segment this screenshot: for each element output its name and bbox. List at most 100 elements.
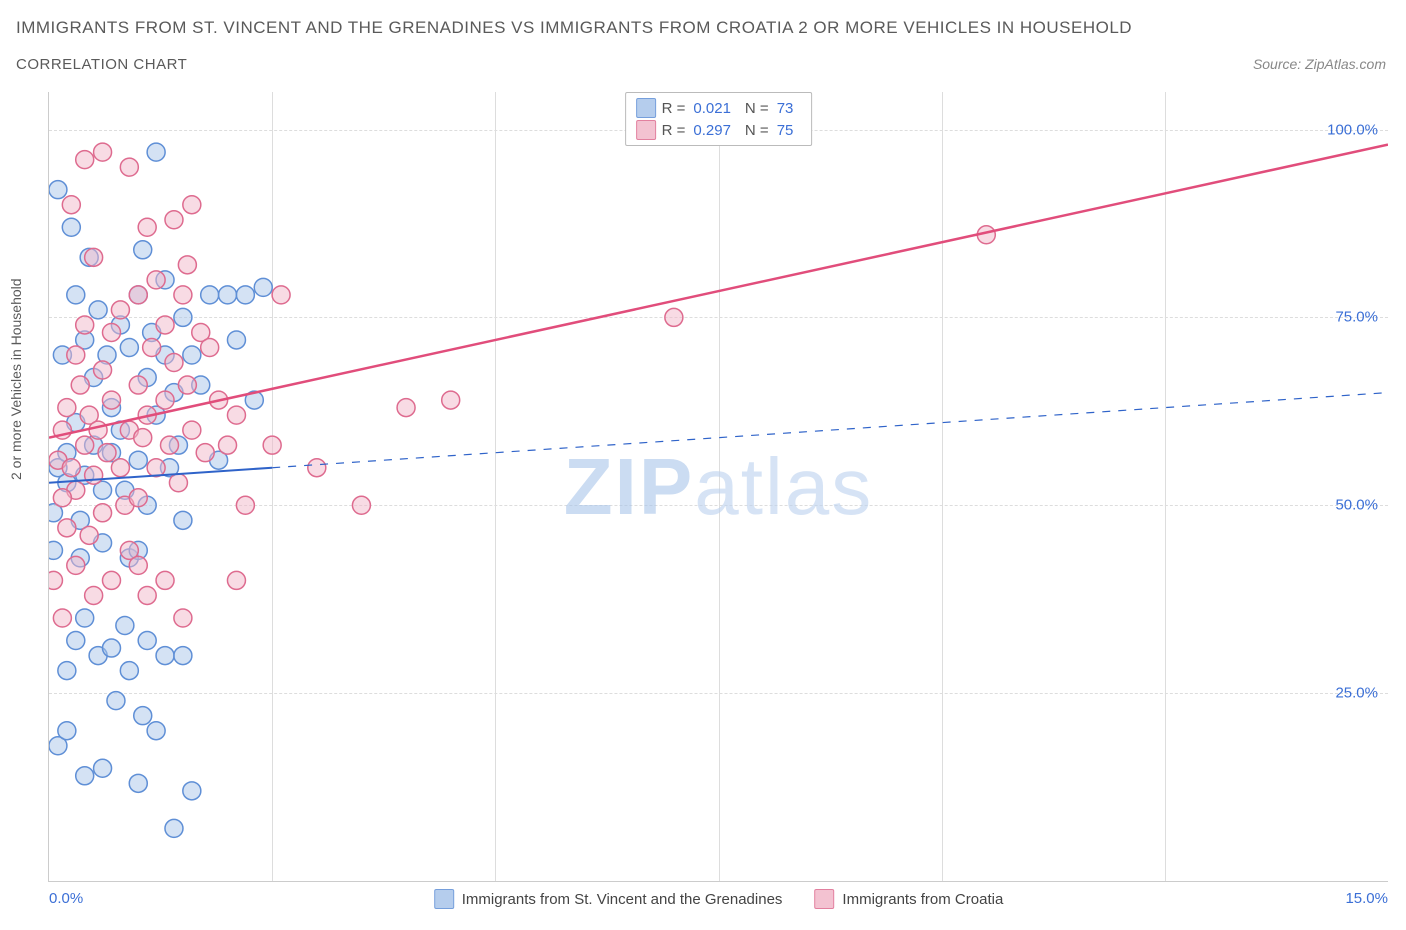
data-point: [147, 271, 165, 289]
data-point: [178, 256, 196, 274]
data-point: [147, 459, 165, 477]
data-point: [85, 466, 103, 484]
data-point: [442, 391, 460, 409]
data-point: [156, 316, 174, 334]
data-point: [62, 218, 80, 236]
bottom-legend-item-b: Immigrants from Croatia: [814, 889, 1003, 909]
data-point: [178, 376, 196, 394]
bottom-legend: Immigrants from St. Vincent and the Gren…: [434, 889, 1004, 909]
data-point: [62, 459, 80, 477]
data-point: [76, 767, 94, 785]
n-value-a: 73: [777, 100, 794, 117]
data-point: [156, 647, 174, 665]
data-point: [129, 376, 147, 394]
data-point: [147, 722, 165, 740]
plot-area: ZIPatlas R = 0.021 N = 73 R = 0.297 N = …: [48, 92, 1388, 882]
data-point: [156, 571, 174, 589]
data-point: [219, 436, 237, 454]
data-point: [120, 158, 138, 176]
data-point: [76, 609, 94, 627]
chart-title: IMMIGRANTS FROM ST. VINCENT AND THE GREN…: [16, 18, 1132, 38]
data-point: [98, 444, 116, 462]
data-point: [80, 526, 98, 544]
chart-subtitle: CORRELATION CHART: [16, 56, 187, 73]
r-value-a: 0.021: [693, 100, 731, 117]
data-point: [67, 286, 85, 304]
data-point: [138, 586, 156, 604]
data-point: [308, 459, 326, 477]
data-point: [183, 782, 201, 800]
data-point: [94, 361, 112, 379]
data-point: [49, 541, 62, 559]
data-point: [129, 286, 147, 304]
data-point: [111, 459, 129, 477]
data-point: [120, 338, 138, 356]
data-point: [397, 399, 415, 417]
data-point: [165, 211, 183, 229]
data-point: [67, 556, 85, 574]
data-point: [183, 421, 201, 439]
data-point: [94, 759, 112, 777]
data-point: [236, 286, 254, 304]
data-point: [94, 143, 112, 161]
data-point: [227, 571, 245, 589]
data-point: [67, 632, 85, 650]
data-point: [272, 286, 290, 304]
data-point: [116, 617, 134, 635]
y-axis-label: 2 or more Vehicles in Household: [8, 278, 24, 480]
data-point: [102, 323, 120, 341]
data-point: [111, 301, 129, 319]
data-point: [183, 346, 201, 364]
correlation-legend: R = 0.021 N = 73 R = 0.297 N = 75: [625, 92, 813, 146]
data-point: [67, 346, 85, 364]
data-point: [89, 421, 107, 439]
swatch-bottom-b: [814, 889, 834, 909]
data-point: [49, 181, 67, 199]
data-point: [165, 354, 183, 372]
data-point: [94, 504, 112, 522]
data-point: [85, 248, 103, 266]
data-point: [107, 692, 125, 710]
data-point: [129, 556, 147, 574]
data-point: [174, 286, 192, 304]
data-point: [76, 316, 94, 334]
chart-svg: [49, 92, 1388, 881]
r-label-a: R =: [662, 100, 686, 117]
data-point: [174, 609, 192, 627]
legend-row-series-a: R = 0.021 N = 73: [636, 97, 802, 119]
n-label-a: N =: [745, 100, 769, 117]
data-point: [174, 647, 192, 665]
data-point: [201, 286, 219, 304]
data-point: [236, 496, 254, 514]
x-tick-label: 15.0%: [1345, 890, 1388, 907]
data-point: [134, 707, 152, 725]
data-point: [129, 451, 147, 469]
data-point: [53, 489, 71, 507]
data-point: [89, 301, 107, 319]
data-point: [134, 429, 152, 447]
data-point: [143, 338, 161, 356]
data-point: [102, 391, 120, 409]
data-point: [165, 819, 183, 837]
data-point: [219, 286, 237, 304]
data-point: [196, 444, 214, 462]
data-point: [201, 338, 219, 356]
x-tick-label: 0.0%: [49, 890, 83, 907]
data-point: [254, 278, 272, 296]
data-point: [129, 774, 147, 792]
data-point: [161, 436, 179, 454]
data-point: [134, 241, 152, 259]
data-point: [227, 331, 245, 349]
data-point: [138, 218, 156, 236]
data-point: [138, 632, 156, 650]
data-point: [53, 609, 71, 627]
source-label: Source: ZipAtlas.com: [1253, 56, 1386, 72]
data-point: [227, 406, 245, 424]
data-point: [71, 376, 89, 394]
swatch-series-b: [636, 120, 656, 140]
data-point: [263, 436, 281, 454]
data-point: [58, 722, 76, 740]
bottom-legend-item-a: Immigrants from St. Vincent and the Gren…: [434, 889, 783, 909]
data-point: [147, 143, 165, 161]
data-point: [76, 436, 94, 454]
